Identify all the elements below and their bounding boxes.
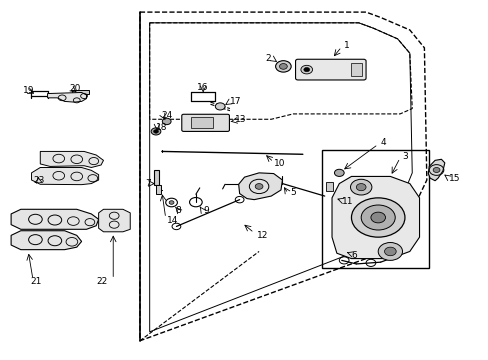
Text: 14: 14 xyxy=(166,216,178,225)
Circle shape xyxy=(361,205,394,230)
Circle shape xyxy=(356,184,366,191)
Bar xyxy=(156,185,161,194)
Text: 18: 18 xyxy=(156,123,167,132)
Text: 13: 13 xyxy=(234,116,246,125)
Text: 23: 23 xyxy=(33,176,44,185)
Polygon shape xyxy=(47,93,86,102)
Circle shape xyxy=(334,169,344,176)
Text: 11: 11 xyxy=(341,197,352,206)
Text: 16: 16 xyxy=(197,83,208,92)
Text: 6: 6 xyxy=(351,251,357,260)
Text: 3: 3 xyxy=(402,152,407,161)
Circle shape xyxy=(432,167,439,172)
Circle shape xyxy=(370,212,385,223)
Text: 20: 20 xyxy=(69,84,81,93)
Polygon shape xyxy=(40,152,103,167)
Polygon shape xyxy=(99,209,130,232)
Text: 15: 15 xyxy=(448,174,459,183)
Circle shape xyxy=(275,61,290,72)
FancyBboxPatch shape xyxy=(182,114,229,131)
Circle shape xyxy=(351,198,404,237)
Polygon shape xyxy=(427,159,444,181)
Circle shape xyxy=(384,247,395,256)
Text: 1: 1 xyxy=(344,41,349,50)
Circle shape xyxy=(300,65,312,74)
Text: 17: 17 xyxy=(229,97,241,106)
Polygon shape xyxy=(31,167,99,185)
Text: 22: 22 xyxy=(96,277,107,286)
Text: 21: 21 xyxy=(30,277,42,286)
Circle shape xyxy=(279,64,287,69)
Circle shape xyxy=(162,118,171,125)
Bar xyxy=(153,170,159,185)
Circle shape xyxy=(255,184,263,189)
Circle shape xyxy=(377,243,402,260)
Text: 5: 5 xyxy=(290,188,296,197)
Text: 19: 19 xyxy=(23,86,35,95)
Circle shape xyxy=(215,103,224,110)
Polygon shape xyxy=(238,173,282,200)
Text: 24: 24 xyxy=(161,111,172,120)
Bar xyxy=(72,90,89,94)
Bar xyxy=(351,63,362,76)
Circle shape xyxy=(169,201,174,204)
Text: 9: 9 xyxy=(203,206,208,215)
Circle shape xyxy=(151,128,161,135)
Text: 8: 8 xyxy=(175,206,181,215)
Bar xyxy=(325,182,333,191)
Text: 10: 10 xyxy=(273,159,285,168)
Text: 4: 4 xyxy=(380,138,386,147)
Polygon shape xyxy=(331,176,419,258)
Bar xyxy=(322,150,428,267)
Text: 2: 2 xyxy=(265,54,271,63)
FancyBboxPatch shape xyxy=(295,59,366,80)
Polygon shape xyxy=(11,231,81,249)
Circle shape xyxy=(350,179,371,195)
Circle shape xyxy=(153,130,158,133)
Text: 7: 7 xyxy=(145,179,151,188)
Text: 12: 12 xyxy=(256,231,267,240)
Bar xyxy=(191,117,212,128)
Polygon shape xyxy=(11,209,99,229)
Circle shape xyxy=(303,67,309,72)
